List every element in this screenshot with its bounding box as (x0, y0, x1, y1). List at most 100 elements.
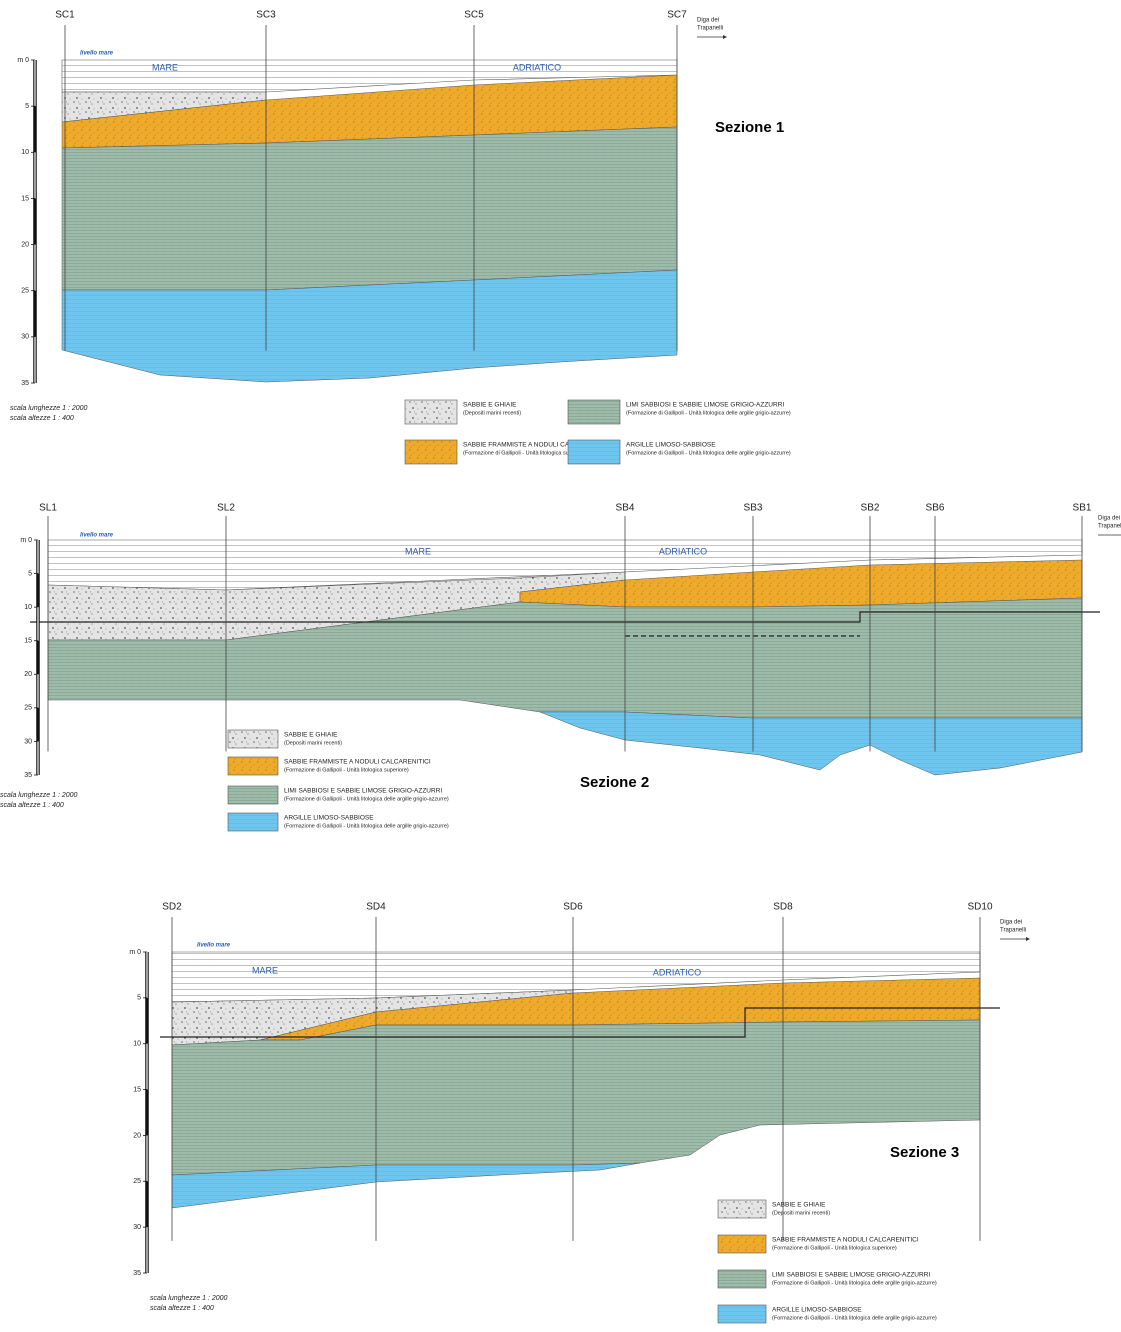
borehole-label: SD10 (967, 902, 992, 913)
depth-tick-label: 10 (24, 604, 32, 611)
direction-arrowhead (723, 35, 727, 39)
legend-name: SABBIE E GHIAIE (772, 1202, 826, 1209)
silt-layer (172, 1020, 980, 1175)
geological-sections: SC1SC3SC5SC7Diga deiTrapanellilivello ma… (0, 0, 1121, 1332)
borehole-label: SB2 (861, 503, 880, 514)
legend-description: (Depositi marini recenti) (284, 740, 342, 746)
borehole-label: SB3 (744, 503, 763, 514)
scale-label: scala altezze 1 : 400 (10, 415, 74, 422)
legend-name: ARGILLE LIMOSO-SABBIOSE (284, 815, 374, 822)
direction-arrowhead (1026, 937, 1030, 941)
sea-label: ADRIATICO (513, 62, 561, 72)
borehole-label: SB1 (1073, 503, 1092, 514)
legend-swatch (718, 1305, 766, 1323)
legend-description: (Formazione di Gallipoli - Unità litolog… (772, 1280, 937, 1286)
legend-name: LIMI SABBIOSI E SABBIE LIMOSE GRIGIO-AZZ… (284, 788, 442, 795)
legend-name: LIMI SABBIOSI E SABBIE LIMOSE GRIGIO-AZZ… (772, 1272, 930, 1279)
legend-description: (Depositi marini recenti) (772, 1210, 830, 1216)
borehole-label: SL2 (217, 503, 235, 514)
direction-label: Diga dei (1000, 920, 1022, 926)
sea-label: ADRIATICO (659, 546, 707, 556)
depth-tick-label: m 0 (20, 537, 32, 544)
sea-label: MARE (252, 965, 278, 975)
depth-tick-label: 35 (21, 380, 29, 387)
legend-name: SABBIE FRAMMISTE A NODULI CALCARENITICI (772, 1237, 919, 1244)
depth-tick-label: 30 (133, 1224, 141, 1231)
section-title: Sezione 3 (890, 1144, 959, 1161)
depth-tick-label: 15 (21, 195, 29, 202)
depth-tick-label: m 0 (17, 57, 29, 64)
sea-level-label: livello mare (80, 533, 114, 539)
clay-layer (540, 712, 1082, 775)
depth-tick-label: m 0 (129, 949, 141, 956)
legend-description: (Formazione di Gallipoli - Unità litolog… (626, 450, 791, 456)
direction-label: Trapanelli (1098, 524, 1121, 530)
depth-tick-label: 5 (28, 570, 32, 577)
direction-label: Diga dei (1098, 516, 1120, 522)
legend-description: (Formazione di Gallipoli - Unità litolog… (772, 1245, 897, 1251)
legend-swatch (228, 786, 278, 804)
depth-tick-label: 5 (137, 995, 141, 1002)
legend-swatch (228, 757, 278, 775)
depth-tick-label: 25 (21, 288, 29, 295)
borehole-label: SC5 (464, 10, 484, 21)
legend-swatch (228, 730, 278, 748)
sea-level-label: livello mare (197, 943, 231, 949)
borehole-label: SC3 (256, 10, 276, 21)
borehole-label: SD2 (162, 902, 182, 913)
borehole-label: SC7 (667, 10, 687, 21)
depth-tick-label: 30 (24, 738, 32, 745)
scale-label: scala altezze 1 : 400 (150, 1305, 214, 1312)
section-title: Sezione 1 (715, 119, 784, 136)
depth-tick-label: 20 (24, 671, 32, 678)
legend-name: SABBIE FRAMMISTE A NODULI CALCARENITICI (284, 759, 431, 766)
borehole-label: SB4 (616, 503, 635, 514)
direction-label: Trapanelli (697, 26, 723, 32)
sea-label: MARE (152, 62, 178, 72)
scale-label: scala lunghezze 1 : 2000 (150, 1295, 228, 1302)
borehole-label: SD6 (563, 902, 583, 913)
legend-swatch (228, 813, 278, 831)
legend-name: SABBIE E GHIAIE (463, 402, 517, 409)
depth-tick-label: 35 (24, 772, 32, 779)
depth-tick-label: 30 (21, 334, 29, 341)
legend-swatch (405, 440, 457, 464)
legend-name: SABBIE E GHIAIE (284, 732, 338, 739)
legend-swatch (568, 440, 620, 464)
scale-label: scala altezze 1 : 400 (0, 802, 64, 809)
depth-tick-label: 10 (21, 149, 29, 156)
section: SD2 SD4 SD6 SD8 SD10 Diga dei Trapanelli livell… (129, 902, 1030, 1323)
scale-label: scala lunghezze 1 : 2000 (0, 792, 78, 799)
silt-layer (62, 127, 677, 290)
legend-name: ARGILLE LIMOSO-SABBIOSE (772, 1307, 862, 1314)
direction-label: Trapanelli (1000, 928, 1026, 934)
depth-tick-label: 20 (21, 241, 29, 248)
legend-name: LIMI SABBIOSI E SABBIE LIMOSE GRIGIO-AZZ… (626, 402, 784, 409)
legend-swatch (568, 400, 620, 424)
legend-swatch (718, 1235, 766, 1253)
borehole-label: SB6 (926, 503, 945, 514)
legend-description: (Depositi marini recenti) (463, 410, 521, 416)
depth-tick-label: 5 (25, 103, 29, 110)
depth-tick-label: 15 (24, 638, 32, 645)
legend-description: (Formazione di Gallipoli - Unità litolog… (284, 767, 409, 773)
legend-swatch (718, 1200, 766, 1218)
legend-name: ARGILLE LIMOSO-SABBIOSE (626, 442, 716, 449)
borehole-label: SD8 (773, 902, 793, 913)
legend-swatch (718, 1270, 766, 1288)
depth-tick-label: 10 (133, 1041, 141, 1048)
depth-tick-label: 25 (24, 705, 32, 712)
section-title: Sezione 2 (580, 774, 649, 791)
legend-description: (Formazione di Gallipoli - Unità litolog… (772, 1315, 937, 1321)
depth-tick-label: 15 (133, 1086, 141, 1093)
borehole-label: SD4 (366, 902, 386, 913)
section: SL1 SL2 SB4 SB3 SB2 SB6 SB1 Diga dei Trapanelli l… (0, 503, 1121, 831)
depth-tick-label: 20 (133, 1132, 141, 1139)
depth-tick-label: 25 (133, 1178, 141, 1185)
sea-label: MARE (405, 546, 431, 556)
legend-swatch (405, 400, 457, 424)
borehole-label: SL1 (39, 503, 57, 514)
scale-label: scala lunghezze 1 : 2000 (10, 405, 88, 412)
depth-tick-label: 35 (133, 1270, 141, 1277)
